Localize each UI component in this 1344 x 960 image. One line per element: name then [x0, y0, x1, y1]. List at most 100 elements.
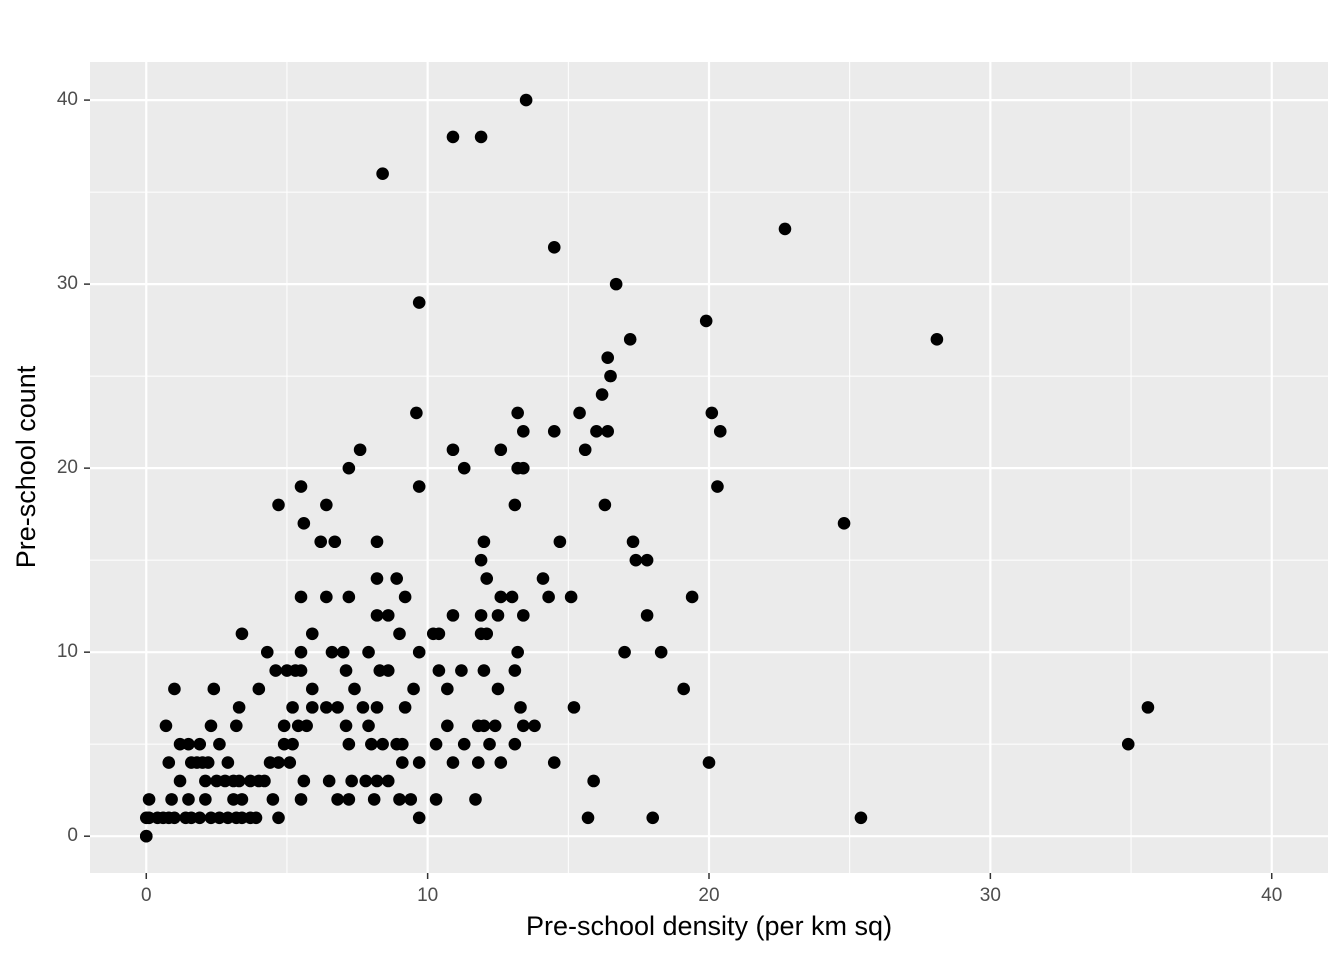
y-tick-label: 0 [67, 825, 78, 846]
point [159, 719, 173, 733]
point [348, 682, 361, 696]
point [567, 701, 581, 714]
point [511, 645, 524, 659]
point [477, 535, 491, 549]
point [272, 811, 285, 825]
point [345, 774, 358, 788]
point [412, 480, 426, 493]
point [204, 719, 218, 733]
point [578, 443, 592, 457]
point [699, 314, 713, 328]
x-tick-label: 0 [141, 885, 152, 906]
point [260, 645, 274, 659]
point [590, 425, 603, 438]
point [258, 774, 271, 788]
point [182, 737, 195, 751]
point [519, 93, 533, 107]
point [232, 701, 246, 714]
point [269, 664, 283, 677]
point [283, 756, 297, 769]
point [199, 774, 212, 788]
point [446, 130, 460, 144]
point [517, 609, 530, 622]
point [199, 793, 212, 806]
point [480, 627, 494, 641]
point [139, 829, 153, 843]
point [494, 443, 508, 457]
point [432, 664, 446, 677]
point [342, 590, 356, 604]
point [457, 737, 471, 751]
point [517, 425, 530, 438]
point [342, 737, 356, 751]
point [359, 774, 373, 788]
point [528, 719, 541, 733]
point [471, 756, 485, 769]
point [702, 756, 716, 769]
point [328, 535, 342, 549]
point [320, 498, 333, 512]
point [618, 645, 631, 659]
point [446, 756, 460, 769]
point [412, 756, 426, 769]
point [173, 774, 187, 788]
point [595, 388, 609, 401]
point [294, 664, 308, 677]
point [429, 737, 443, 751]
point [410, 406, 423, 420]
grid [90, 62, 1328, 873]
point [235, 793, 249, 806]
point [168, 682, 181, 696]
point [1141, 701, 1155, 714]
points [139, 93, 1155, 843]
x-tick-label: 20 [698, 885, 719, 906]
point [320, 590, 333, 604]
point [469, 793, 482, 806]
point [365, 737, 378, 751]
point [398, 590, 412, 604]
point [286, 701, 299, 714]
point [623, 333, 637, 346]
point [168, 811, 181, 825]
point [778, 222, 792, 236]
point [182, 793, 195, 806]
point [705, 406, 719, 420]
point [286, 737, 299, 751]
point [381, 774, 395, 788]
point [339, 664, 353, 677]
point [142, 793, 156, 806]
point [342, 461, 356, 475]
point [300, 719, 313, 733]
point [370, 535, 384, 549]
point [685, 590, 699, 604]
point [432, 627, 446, 641]
point [221, 756, 235, 769]
point [356, 701, 370, 714]
point [412, 645, 426, 659]
point [370, 774, 384, 788]
point [609, 277, 623, 291]
x-tick-label: 10 [417, 885, 438, 906]
point [305, 627, 319, 641]
point [232, 774, 246, 788]
point [646, 811, 660, 825]
point [412, 296, 426, 309]
y-tick-label: 20 [57, 457, 78, 478]
point [1121, 737, 1135, 751]
point [429, 793, 443, 806]
point [587, 774, 600, 788]
point [640, 609, 654, 622]
point [297, 774, 311, 788]
point [581, 811, 595, 825]
point [480, 572, 494, 585]
point [491, 609, 505, 622]
point [514, 701, 527, 714]
point [404, 793, 418, 806]
y-tick-label: 40 [57, 89, 78, 110]
point [342, 793, 356, 806]
point [165, 793, 178, 806]
point [331, 701, 344, 714]
point [508, 737, 522, 751]
point [837, 517, 851, 530]
